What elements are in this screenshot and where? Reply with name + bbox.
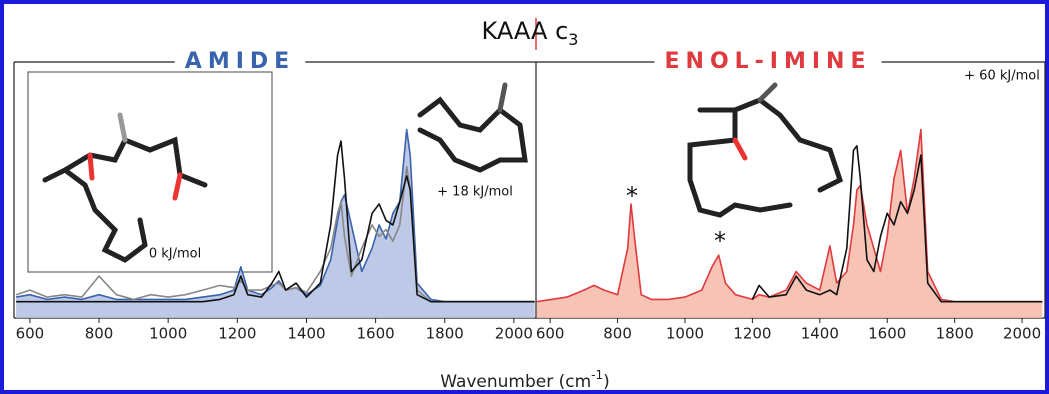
panel-title: AMIDE (185, 49, 295, 74)
x-tick-label: 1200 (218, 325, 256, 343)
annotation: * (714, 227, 726, 255)
x-tick-label: 600 (16, 325, 45, 343)
x-tick-label: 2000 (495, 325, 533, 343)
x-tick-label: 800 (85, 325, 114, 343)
x-tick-label: 1000 (149, 325, 187, 343)
x-tick-label: 1800 (936, 325, 974, 343)
x-label-text: Wavenumber (cm (440, 372, 591, 392)
x-tick-label: 1200 (733, 325, 771, 343)
x-label-end: ) (603, 372, 610, 392)
title-sub: 3 (568, 30, 578, 49)
x-tick-label: 1600 (357, 325, 395, 343)
x-tick-label: 1800 (426, 325, 464, 343)
annotation: * (626, 182, 638, 210)
x-tick-label: 2000 (1003, 325, 1041, 343)
figure: KAAA c3 Wavenumber (cm-1) AMIDE 600 800 100… (0, 0, 1049, 394)
annotation: 0 kJ/mol (149, 247, 201, 262)
x-axis-label: Wavenumber (cm-1) (440, 368, 610, 393)
x-label-sup: -1 (591, 368, 603, 382)
x-tick-label: 800 (603, 325, 632, 343)
panel-title: ENOL-IMINE (665, 49, 872, 74)
annotation: + 18 kJ/mol (437, 185, 513, 200)
annotation: + 60 kJ/mol (964, 69, 1040, 84)
x-tick-label: 1000 (666, 325, 704, 343)
x-tick-label: 600 (536, 325, 565, 343)
title-text: KAAA c (482, 17, 569, 45)
x-tick-label: 1400 (801, 325, 839, 343)
figure-title: KAAA c3 (482, 17, 579, 49)
x-tick-label: 1400 (287, 325, 325, 343)
x-tick-label: 1600 (868, 325, 906, 343)
